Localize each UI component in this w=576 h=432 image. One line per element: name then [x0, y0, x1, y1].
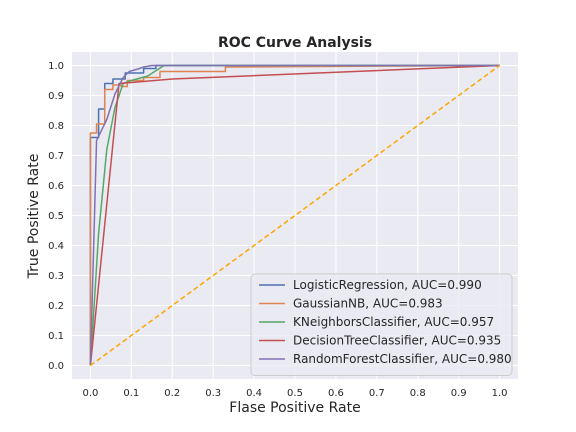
- chart-title: ROC Curve Analysis: [218, 35, 372, 51]
- y-tick-label: 0.2: [48, 301, 64, 312]
- x-tick-label: 0.9: [451, 388, 467, 399]
- y-tick-label: 0.3: [48, 271, 64, 282]
- chance-diagonal-line: [89, 64, 501, 367]
- y-tick-labels: 0.0 0.1 0.2 0.3 0.4 0.5 0.6 0.7 0.8 0.9 1.0: [48, 61, 64, 372]
- x-tick-label: 0.0: [82, 388, 98, 399]
- y-tick-label: 0.9: [48, 91, 64, 102]
- legend-label: GaussianNB, AUC=0.983: [293, 297, 443, 311]
- roc-series-line: [89, 64, 500, 366]
- y-tick-label: 0.5: [48, 211, 64, 222]
- x-tick-labels: 0.0 0.1 0.2 0.3 0.4 0.5 0.6 0.7 0.8 0.9 1.0: [82, 388, 507, 399]
- legend-label: LogisticRegression, AUC=0.990: [293, 278, 482, 292]
- y-tick-label: 0.4: [48, 241, 64, 252]
- legend: LogisticRegression, AUC=0.990 GaussianNB,…: [250, 273, 513, 376]
- legend-label: KNeighborsClassifier, AUC=0.957: [293, 315, 494, 329]
- x-tick-label: 0.5: [287, 388, 303, 399]
- x-tick-label: 0.3: [205, 388, 221, 399]
- x-tick-label: 0.1: [123, 388, 139, 399]
- roc-series-line: [89, 64, 500, 366]
- y-tick-label: 0.6: [48, 181, 64, 192]
- x-axis-label: Flase Positive Rate: [229, 400, 360, 416]
- y-tick-label: 0.8: [48, 121, 64, 132]
- x-tick-label: 0.6: [328, 388, 344, 399]
- legend-label: DecisionTreeClassifier, AUC=0.935: [293, 334, 501, 348]
- x-tick-label: 1.0: [492, 388, 508, 399]
- roc-series-line: [89, 64, 500, 366]
- y-tick-label: 0.0: [48, 361, 64, 372]
- legend-label: RandomForestClassifier, AUC=0.980: [293, 352, 512, 366]
- x-tick-label: 0.2: [164, 388, 180, 399]
- y-tick-label: 1.0: [48, 61, 64, 72]
- series-lines: [89, 64, 501, 367]
- y-tick-label: 0.7: [48, 151, 64, 162]
- legend-box: [250, 273, 513, 376]
- x-tick-label: 0.4: [246, 388, 262, 399]
- x-tick-label: 0.8: [410, 388, 426, 399]
- roc-series-line: [89, 64, 500, 366]
- x-tick-label: 0.7: [369, 388, 385, 399]
- y-tick-label: 0.1: [48, 331, 64, 342]
- y-axis-label: True Positive Rate: [26, 154, 42, 280]
